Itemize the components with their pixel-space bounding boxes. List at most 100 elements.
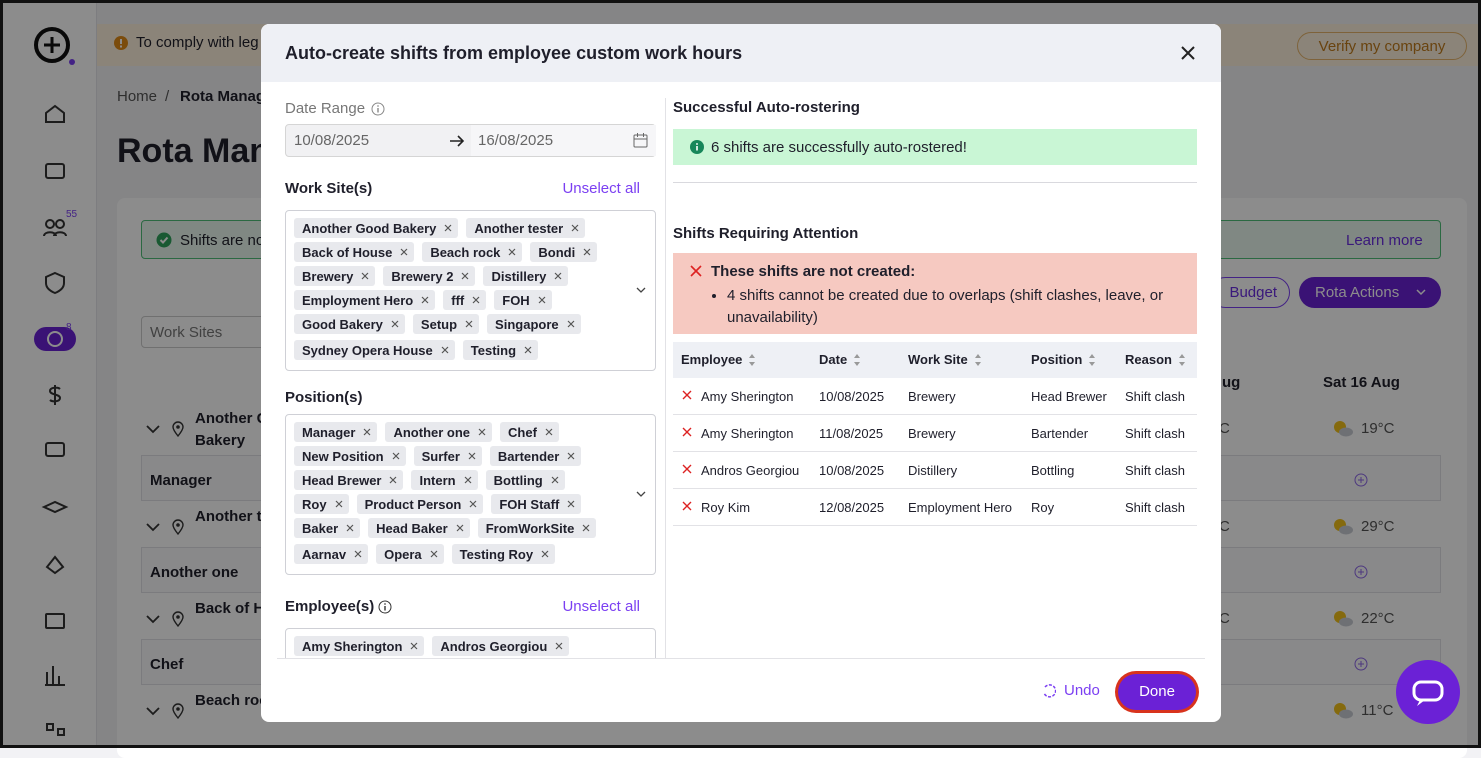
tag-row: Baker Head Baker FromWorkSite — [294, 518, 597, 538]
nav-badge: 8 — [66, 322, 72, 333]
tag[interactable]: Sydney Opera House — [294, 340, 455, 360]
column-header[interactable]: Work Site — [908, 342, 982, 378]
add-shift-icon — [1354, 657, 1368, 671]
tag[interactable]: Product Person — [356, 494, 484, 514]
success-message: 6 shifts are successfully auto-rostered! — [711, 139, 967, 156]
tag[interactable]: Baker — [294, 518, 361, 538]
multi-select[interactable]: Another Good Bakery Another tester Back of… — [285, 210, 656, 371]
filters-pane: Date Range 10/08/2025 16/08/2025 Work Si… — [285, 90, 656, 658]
tag[interactable]: Setup — [412, 314, 480, 334]
column-header[interactable]: Employee — [681, 342, 756, 378]
tag[interactable]: Aarnav — [294, 544, 369, 564]
tag-row: Manager Another one Chef — [294, 422, 559, 442]
tag[interactable]: Chef — [500, 422, 559, 442]
tag-label: Manager — [302, 424, 356, 440]
tag-label: Head Baker — [376, 520, 448, 536]
tag[interactable]: Testing Roy — [451, 544, 556, 564]
tag[interactable]: FOH Staff — [491, 494, 582, 514]
tag-label: Employment Hero — [302, 292, 414, 308]
multi-select[interactable]: Manager Another one Chef New Position Surfer… — [285, 414, 656, 575]
tag[interactable]: Head Baker — [368, 518, 470, 538]
column-label: Position — [1031, 352, 1083, 367]
tag-label: Testing — [470, 342, 517, 358]
tag[interactable]: FromWorkSite — [477, 518, 597, 538]
tag[interactable]: Testing — [462, 340, 539, 360]
unselect-all-link[interactable]: Unselect all — [562, 180, 640, 197]
tag-label: Andros Georgiou — [440, 638, 548, 654]
done-button[interactable]: Done — [1118, 674, 1196, 710]
tag[interactable]: Bondi — [530, 242, 598, 262]
tag[interactable]: Opera — [376, 544, 444, 564]
date-range-input[interactable]: 10/08/2025 16/08/2025 — [285, 124, 656, 157]
unselect-all-link[interactable]: Unselect all — [562, 598, 640, 615]
weather-icon — [1334, 421, 1353, 437]
section-label: Position(s) — [285, 389, 363, 406]
tag[interactable]: Bottling — [485, 470, 565, 490]
section-label: Work Site(s) — [285, 180, 373, 197]
multi-select[interactable]: Amy Sherington Andros Georgiou — [285, 628, 656, 658]
undo-button[interactable]: Undo — [1042, 682, 1100, 699]
tag-row: Roy Product Person FOH Staff — [294, 494, 582, 514]
alert-text: Shifts are no — [180, 232, 265, 249]
expand-chevron — [146, 707, 160, 716]
tag[interactable]: Distillery — [483, 266, 569, 286]
tag[interactable]: Amy Sherington — [294, 636, 425, 656]
tag[interactable]: Head Brewer — [294, 470, 404, 490]
table-cell: 10/08/2025 — [819, 389, 885, 404]
remove-tag-icon — [430, 550, 438, 558]
tag[interactable]: Intern — [411, 470, 478, 490]
table-header — [673, 342, 1197, 378]
weather-icon — [1334, 519, 1353, 535]
column-header[interactable]: Position — [1031, 342, 1096, 378]
table-cell: Employment Hero — [908, 500, 1013, 515]
tag[interactable]: Bartender — [489, 446, 582, 466]
remove-tag-icon — [444, 224, 452, 232]
tag-label: Aarnav — [302, 546, 347, 562]
footer-separator — [277, 658, 1205, 659]
work-sites-filter[interactable]: Work Sites — [141, 316, 281, 348]
tag[interactable]: Beach rock — [422, 242, 523, 262]
close-button[interactable] — [1180, 45, 1196, 61]
table-cell: Amy Sherington — [701, 389, 794, 404]
verify-button[interactable]: Verify my company — [1297, 32, 1467, 60]
tag-label: Distillery — [491, 268, 547, 284]
day-header: Sat 16 Aug — [1323, 374, 1400, 391]
tag-label: Back of House — [302, 244, 393, 260]
alert-link[interactable]: Learn more — [1346, 232, 1423, 249]
column-header[interactable]: Date — [819, 342, 861, 378]
rota-actions-label: Rota Actions — [1315, 284, 1400, 301]
dropdown-chevron — [636, 491, 646, 497]
tag[interactable]: Singapore — [487, 314, 581, 334]
tag[interactable]: Another one — [385, 422, 493, 442]
tag[interactable]: New Position — [294, 446, 406, 466]
tag[interactable]: Brewery 2 — [383, 266, 476, 286]
tag[interactable]: Good Bakery — [294, 314, 405, 334]
table-cell: Brewery — [908, 389, 956, 404]
separator — [673, 182, 1197, 183]
table-cell: Distillery — [908, 463, 958, 478]
tag[interactable]: Employment Hero — [294, 290, 436, 310]
chat-button[interactable] — [1396, 660, 1460, 724]
remove-tag-icon — [583, 248, 591, 256]
remove-tag-icon — [464, 476, 472, 484]
tag-label: Brewery 2 — [391, 268, 454, 284]
tag-label: Chef — [508, 424, 537, 440]
tag[interactable]: Andros Georgiou — [432, 636, 570, 656]
rota-actions-button[interactable]: Rota Actions — [1299, 277, 1441, 308]
tag[interactable]: Manager — [294, 422, 378, 442]
weather-icon — [1334, 611, 1353, 627]
column-header[interactable]: Reason — [1125, 342, 1186, 378]
tag[interactable]: Back of House — [294, 242, 415, 262]
success-alert: 6 shifts are successfully auto-rostered! — [673, 129, 1197, 165]
tag[interactable]: Brewery — [294, 266, 376, 286]
breadcrumb-separator: / — [165, 88, 170, 105]
tag[interactable]: Another Good Bakery — [294, 218, 459, 238]
table-row — [673, 378, 1197, 415]
breadcrumb-home[interactable]: Home — [117, 88, 158, 105]
tag[interactable]: fff — [443, 290, 487, 310]
tag[interactable]: Surfer — [413, 446, 482, 466]
tag[interactable]: Roy — [294, 494, 349, 514]
tag[interactable]: Another tester — [466, 218, 586, 238]
tag[interactable]: FOH — [494, 290, 552, 310]
